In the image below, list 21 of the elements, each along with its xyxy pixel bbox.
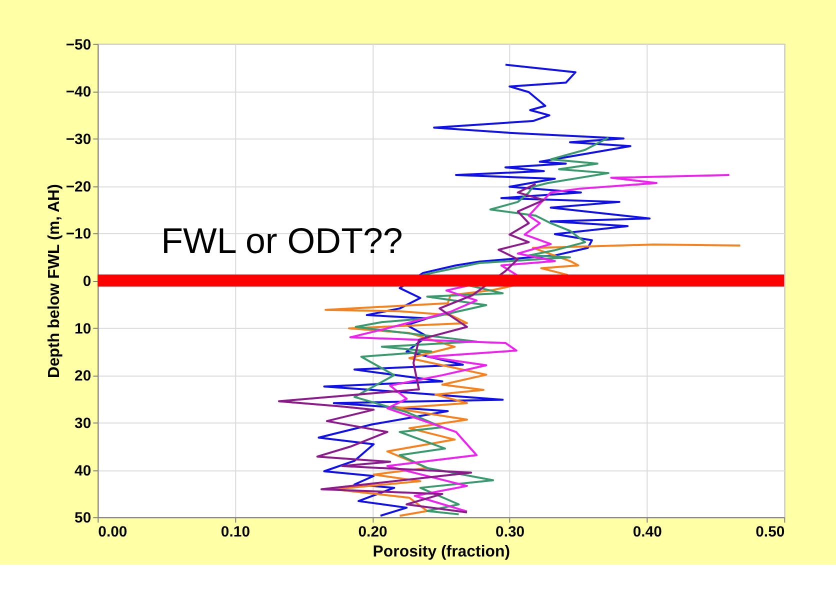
x-tick-label: 0.20: [358, 524, 388, 541]
x-axis-title: Porosity (fraction): [372, 544, 510, 561]
y-tick-label: 30: [74, 414, 92, 432]
y-tick-label: 0: [82, 272, 92, 290]
line-series: [278, 182, 545, 514]
x-tick-label: 0.50: [756, 524, 785, 541]
y-tick-label: −20: [66, 178, 92, 196]
x-tick-label: 0.00: [98, 524, 128, 541]
x-tick-label: 0.30: [496, 524, 525, 541]
y-tick-label: −10: [66, 226, 92, 243]
y-tick-label: −40: [66, 84, 92, 101]
annotation: FWL or ODT??: [161, 221, 403, 262]
y-tick-label: −30: [66, 130, 92, 148]
y-tick-label: 20: [74, 368, 92, 385]
x-tick-label: 0.10: [220, 524, 250, 541]
y-tick-label: −50: [66, 36, 92, 54]
y-tick-label: 10: [74, 320, 92, 338]
x-tick-label: 0.40: [632, 524, 662, 541]
y-axis-title: Depth below FWL (m, AH): [46, 184, 63, 378]
y-tick-label: 40: [74, 462, 92, 480]
y-tick-label: 50: [74, 510, 92, 527]
